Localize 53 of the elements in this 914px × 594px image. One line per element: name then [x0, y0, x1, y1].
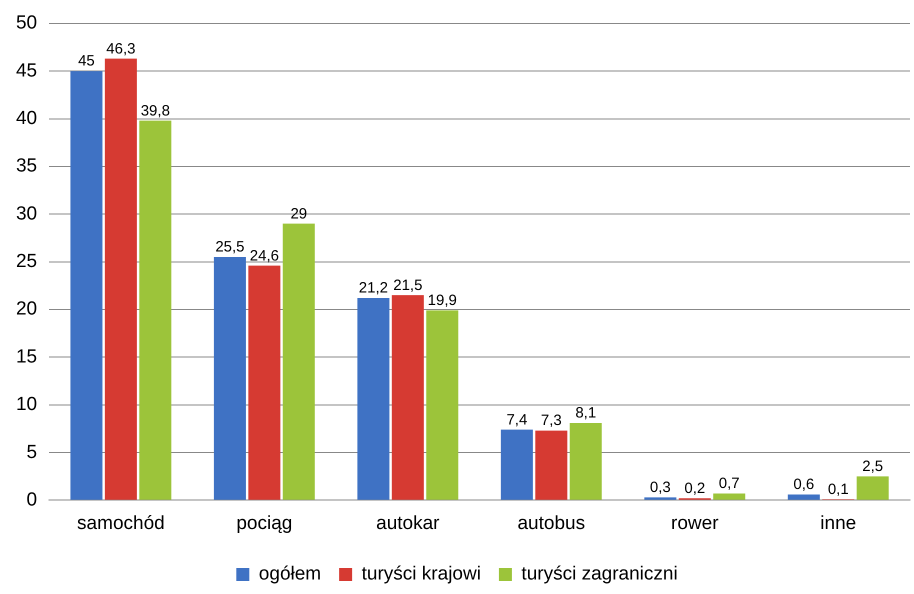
- data-label: 21,2: [358, 280, 388, 297]
- y-tick-label: 25: [16, 251, 38, 272]
- data-label: 0,2: [684, 480, 706, 497]
- data-label: 7,3: [540, 412, 562, 430]
- data-label: 0,6: [793, 476, 814, 494]
- data-label: 0,7: [718, 475, 740, 492]
- data-label: 46,3: [106, 40, 136, 58]
- bar: [856, 476, 889, 500]
- y-tick-label: 0: [26, 489, 38, 510]
- y-tick-label: 45: [16, 60, 38, 82]
- data-label: 29: [290, 205, 308, 222]
- bar: [713, 494, 746, 500]
- bar: [426, 310, 458, 500]
- y-tick-label: 5: [26, 442, 38, 463]
- x-tick-label: inne: [820, 512, 856, 534]
- data-label: 19,9: [428, 292, 457, 310]
- bar: [392, 295, 424, 500]
- data-label: 24,6: [250, 247, 279, 264]
- y-tick-label: 10: [16, 394, 38, 416]
- y-tick-label: 15: [16, 346, 38, 368]
- bar: [70, 71, 102, 500]
- bar: [104, 58, 137, 500]
- legend-label: turyści krajowi: [362, 564, 481, 585]
- y-tick-label: 35: [16, 156, 38, 177]
- data-label: 21,5: [393, 276, 422, 294]
- x-tick-label: samochód: [77, 512, 165, 534]
- legend-label: ogółem: [258, 564, 322, 585]
- bar: [357, 298, 390, 500]
- y-tick-label: 20: [16, 298, 38, 320]
- data-label: 39,8: [140, 102, 170, 120]
- data-label: 25,5: [215, 238, 245, 256]
- data-label: 0,3: [650, 478, 671, 496]
- bar: [535, 430, 568, 500]
- bar: [788, 494, 820, 500]
- data-label: 0,1: [828, 480, 849, 498]
- bar: [214, 257, 246, 500]
- data-label: 45: [78, 52, 95, 70]
- x-tick-label: autokar: [376, 512, 440, 534]
- x-tick-label: pociąg: [236, 512, 292, 534]
- data-label: 8,1: [575, 404, 596, 422]
- data-label: 2,5: [862, 458, 884, 475]
- legend-label: turyści zagraniczni: [521, 564, 678, 585]
- y-tick-label: 40: [16, 108, 38, 129]
- x-tick-label: rower: [671, 512, 720, 534]
- bar: [570, 422, 602, 500]
- data-label: 7,4: [506, 411, 528, 428]
- x-tick-label: autobus: [517, 512, 586, 534]
- y-tick-label: 30: [16, 203, 38, 224]
- bar: [500, 430, 533, 500]
- y-tick-label: 50: [16, 12, 38, 34]
- bar: [248, 266, 280, 500]
- bar: [139, 120, 172, 500]
- bar: [282, 224, 315, 500]
